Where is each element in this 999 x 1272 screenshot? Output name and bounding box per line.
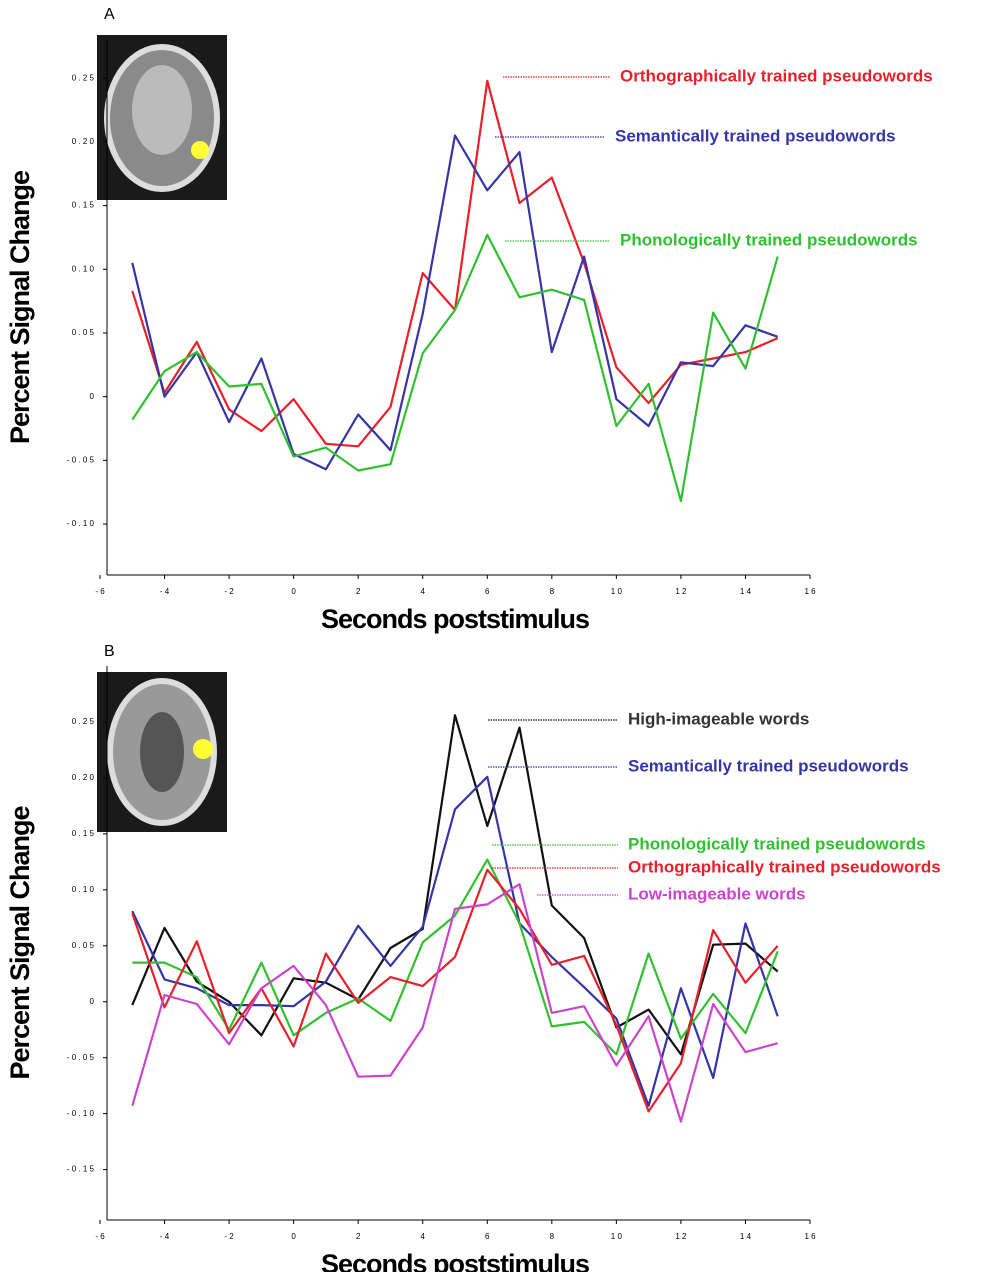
y-tick-label: 0 . 0 5 [72, 941, 95, 950]
y-axis-title: Percent Signal Change [5, 805, 35, 1079]
x-axis-title: Seconds poststimulus [321, 604, 589, 634]
y-tick-label: 0 [90, 997, 95, 1006]
y-tick-label: - 0 . 0 5 [67, 455, 95, 464]
legend-label: High-imageable words [628, 709, 809, 728]
x-tick-label: 2 [356, 587, 361, 596]
x-tick-label: - 4 [160, 587, 170, 596]
x-tick-label: 8 [550, 587, 555, 596]
legend-label: Semantically trained pseudowords [628, 756, 909, 775]
x-tick-label: - 6 [95, 587, 105, 596]
data-line [131, 775, 779, 1107]
x-tick-label: 1 6 [804, 587, 816, 596]
y-tick-label: 0 . 2 5 [72, 717, 95, 726]
x-axis-title: Seconds poststimulus [321, 1249, 589, 1272]
x-tick-label: 0 [291, 587, 296, 596]
x-tick-label: - 2 [224, 587, 234, 596]
legend-label: Low-imageable words [628, 884, 806, 903]
data-line [131, 134, 779, 471]
data-line [132, 858, 779, 1056]
x-tick-label: 8 [550, 1232, 555, 1241]
legend-label: Orthographically trained pseudowords [620, 66, 933, 85]
y-tick-label: 0 [90, 392, 95, 401]
y-tick-label: 0 . 2 0 [72, 137, 95, 146]
y-tick-label: 0 . 1 5 [72, 201, 95, 210]
legend-label: Semantically trained pseudowords [615, 126, 896, 145]
legend-label: Phonologically trained pseudowords [628, 834, 926, 853]
x-tick-label: 6 [485, 587, 490, 596]
brain-image-b [97, 672, 227, 832]
data-line [131, 233, 779, 503]
data-line [131, 883, 778, 1123]
x-tick-label: - 4 [160, 1232, 170, 1241]
y-tick-label: 0 . 1 0 [72, 264, 95, 273]
y-tick-label: - 0 . 1 0 [67, 1109, 95, 1118]
y-axis-title: Percent Signal Change [5, 170, 35, 444]
x-tick-label: - 2 [224, 1232, 234, 1241]
x-tick-label: 1 4 [740, 1232, 752, 1241]
y-tick-label: 0 . 2 0 [72, 773, 95, 782]
panel-label: B [104, 643, 115, 660]
x-tick-label: 1 0 [611, 1232, 623, 1241]
data-line [131, 868, 779, 1113]
x-tick-label: 1 0 [611, 587, 623, 596]
y-tick-label: - 0 . 0 5 [67, 1053, 95, 1062]
y-tick-label: 0 . 2 5 [72, 73, 95, 82]
y-tick-label: 0 . 0 5 [72, 328, 95, 337]
x-tick-label: - 6 [95, 1232, 105, 1241]
x-tick-label: 4 [421, 1232, 426, 1241]
y-tick-label: - 0 . 1 5 [67, 1165, 95, 1174]
x-tick-label: 1 6 [804, 1232, 816, 1241]
y-tick-label: 0 . 1 0 [72, 885, 95, 894]
x-tick-label: 6 [485, 1232, 490, 1241]
y-tick-label: - 0 . 1 0 [67, 519, 95, 528]
x-tick-label: 1 2 [675, 1232, 687, 1241]
x-tick-label: 1 4 [740, 587, 752, 596]
data-line [131, 714, 779, 1056]
x-tick-label: 0 [291, 1232, 296, 1241]
legend-label: Orthographically trained pseudowords [628, 857, 941, 876]
legend-label: Phonologically trained pseudowords [620, 230, 918, 249]
x-tick-label: 4 [421, 587, 426, 596]
panel-label: A [104, 6, 115, 23]
y-tick-label: 0 . 1 5 [72, 829, 95, 838]
x-tick-label: 1 2 [675, 587, 687, 596]
x-tick-label: 2 [356, 1232, 361, 1241]
brain-image-a [97, 35, 227, 200]
